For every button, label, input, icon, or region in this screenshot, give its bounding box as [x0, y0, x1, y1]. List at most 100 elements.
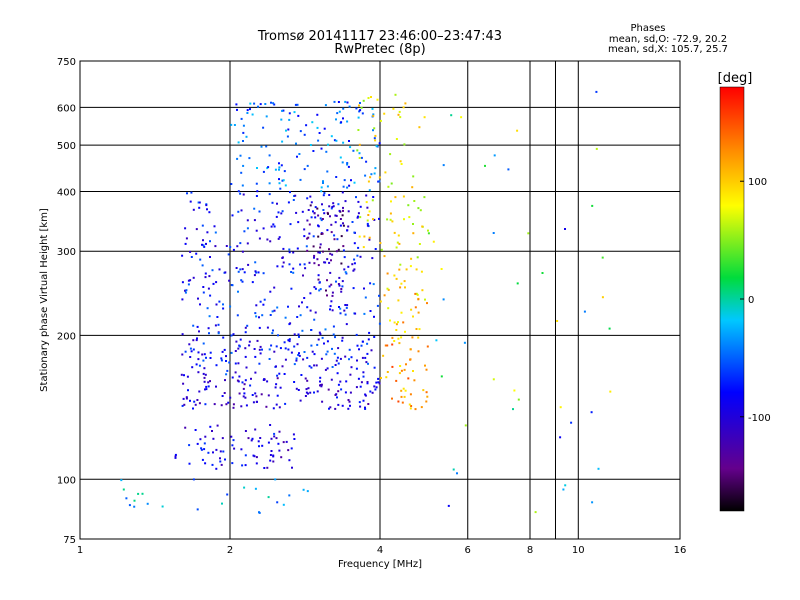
data-point — [266, 326, 269, 329]
data-point — [182, 397, 185, 400]
data-point — [344, 391, 347, 394]
data-point — [189, 200, 192, 203]
data-point — [312, 210, 314, 213]
data-point — [341, 336, 344, 339]
data-point — [307, 209, 310, 211]
data-point — [302, 274, 304, 277]
data-point — [343, 268, 346, 271]
data-point — [146, 502, 149, 505]
data-point — [308, 261, 311, 264]
data-point — [301, 210, 304, 213]
data-point — [236, 157, 239, 160]
data-point — [203, 380, 206, 383]
data-point — [355, 386, 358, 389]
data-point — [288, 263, 291, 266]
data-point — [229, 246, 232, 248]
data-point — [284, 316, 287, 319]
data-point — [367, 362, 369, 365]
data-point — [315, 364, 318, 367]
data-point — [261, 314, 264, 317]
data-point — [242, 164, 245, 167]
data-point — [251, 113, 254, 116]
data-point — [373, 127, 376, 130]
data-point — [202, 342, 205, 345]
data-point — [267, 394, 270, 397]
data-point — [201, 224, 204, 227]
data-point — [335, 250, 338, 253]
data-point — [339, 357, 342, 360]
data-point — [229, 305, 232, 308]
data-point — [352, 269, 355, 272]
data-point — [280, 212, 283, 215]
data-point — [324, 328, 327, 331]
data-point — [205, 385, 208, 388]
data-point — [405, 363, 407, 366]
data-point — [288, 251, 291, 254]
data-point — [407, 204, 410, 207]
data-point — [294, 194, 297, 197]
data-point — [283, 373, 286, 375]
data-point — [337, 283, 340, 285]
data-point — [352, 287, 355, 290]
data-point — [263, 378, 266, 381]
data-point — [189, 356, 192, 358]
data-point — [161, 505, 164, 508]
chart-title: Tromsø 20141117 23:46:00–23:47:43 — [257, 29, 502, 44]
data-point — [325, 150, 328, 153]
data-point — [305, 245, 308, 248]
data-point — [125, 497, 128, 500]
data-point — [196, 442, 199, 445]
data-point — [284, 184, 287, 187]
data-point — [195, 252, 198, 255]
data-point — [236, 245, 239, 248]
data-point — [400, 163, 403, 165]
data-point — [199, 303, 201, 306]
data-point — [409, 407, 412, 410]
data-point — [306, 490, 309, 493]
data-point — [215, 364, 218, 367]
data-point — [141, 492, 144, 495]
data-point — [248, 157, 251, 160]
data-point — [332, 333, 335, 336]
data-point — [344, 100, 347, 103]
data-point — [297, 114, 300, 117]
data-point — [215, 303, 218, 306]
data-point — [244, 396, 247, 399]
data-point — [299, 263, 302, 266]
data-point — [248, 344, 251, 347]
data-point — [270, 450, 273, 452]
data-point — [370, 173, 373, 176]
data-point — [338, 276, 341, 279]
data-point — [393, 231, 396, 234]
data-point — [321, 336, 324, 339]
data-point — [199, 258, 202, 261]
data-point — [239, 268, 242, 271]
data-point — [209, 357, 212, 359]
data-point — [239, 192, 242, 195]
data-point — [317, 264, 320, 267]
data-point — [296, 247, 299, 250]
data-point — [332, 325, 335, 328]
data-point — [209, 294, 212, 297]
data-point — [328, 285, 331, 288]
data-point — [207, 381, 210, 384]
colorbar-label: [deg] — [718, 71, 753, 86]
data-point — [244, 454, 247, 457]
data-point — [336, 112, 339, 115]
data-point — [343, 179, 346, 182]
data-point — [225, 245, 228, 247]
data-point — [372, 196, 375, 198]
data-point — [306, 237, 309, 240]
data-point — [238, 345, 241, 348]
stats-heading: Phases — [630, 23, 665, 34]
data-point — [289, 191, 291, 194]
data-point — [323, 212, 326, 215]
data-point — [425, 400, 428, 403]
data-point — [269, 454, 272, 456]
data-point — [287, 305, 289, 308]
data-point — [361, 356, 364, 359]
data-point — [220, 357, 223, 360]
data-point — [246, 112, 249, 114]
data-point — [197, 201, 200, 204]
data-point — [362, 99, 365, 102]
